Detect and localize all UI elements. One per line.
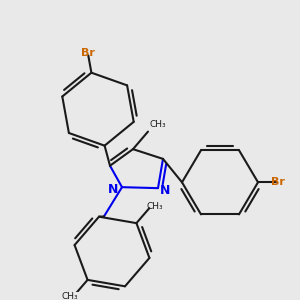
Text: Br: Br (271, 177, 285, 187)
Text: CH₃: CH₃ (61, 292, 78, 300)
Text: N: N (108, 183, 118, 196)
Text: CH₃: CH₃ (150, 120, 166, 129)
Text: N: N (160, 184, 170, 196)
Text: CH₃: CH₃ (146, 202, 163, 211)
Text: Br: Br (81, 49, 95, 58)
